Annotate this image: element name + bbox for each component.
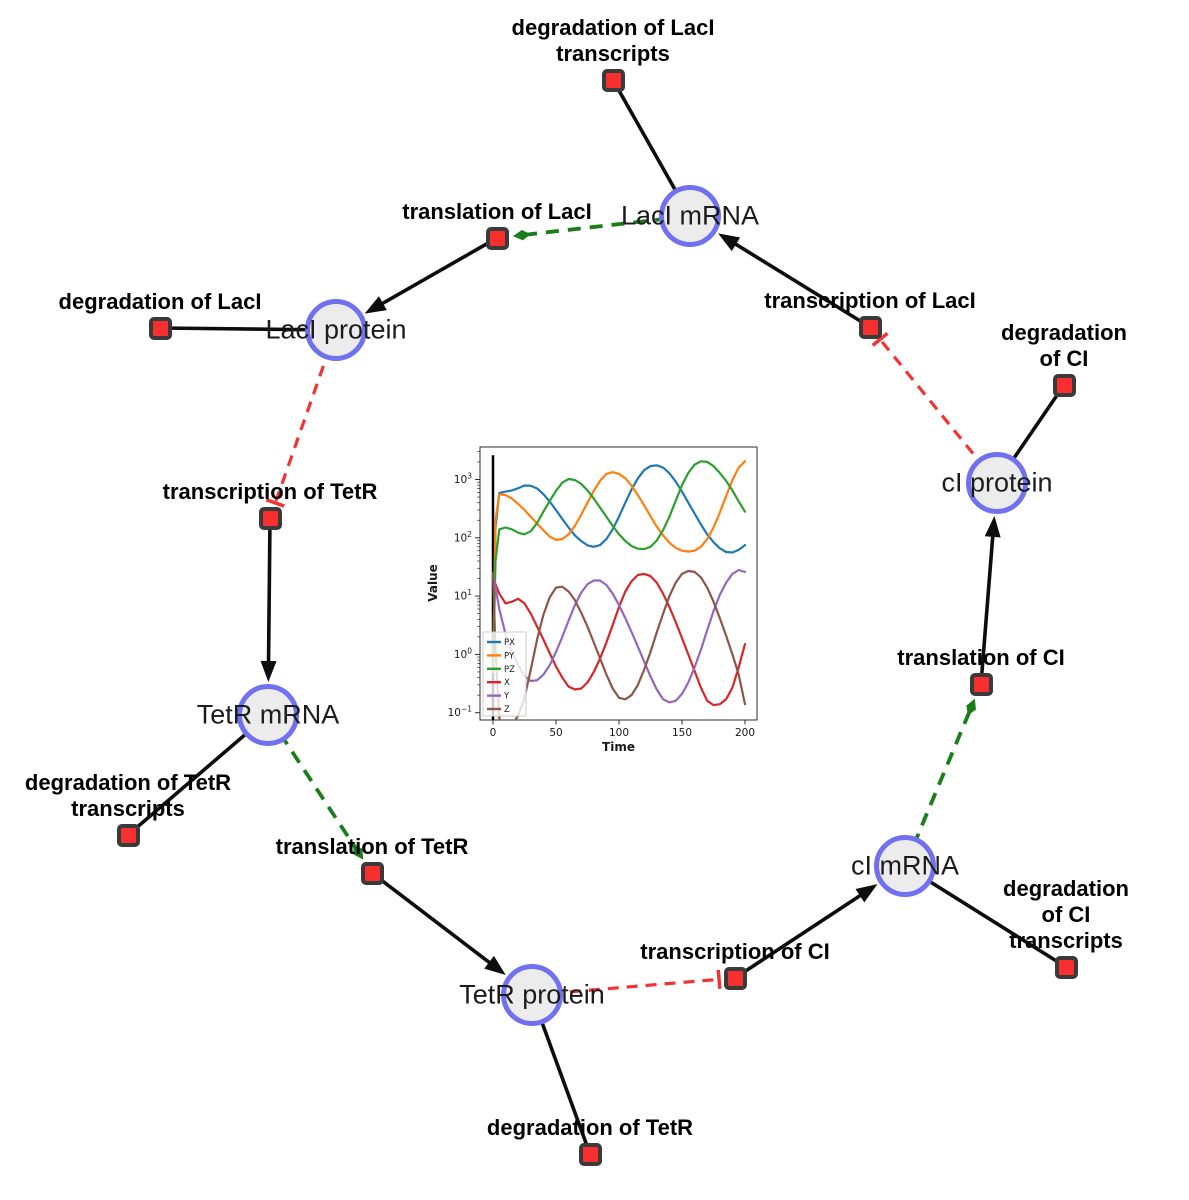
- species-label-laci_protein: LacI protein: [265, 314, 407, 345]
- legend-label-Z: Z: [504, 705, 510, 715]
- reaction-node-transl_tetr[interactable]: [360, 861, 384, 885]
- reaction-node-deg_laci[interactable]: [148, 316, 172, 340]
- series-Z: [491, 569, 747, 720]
- arrowhead: [260, 660, 277, 683]
- activation-arrowhead: [966, 698, 976, 716]
- species-node-laci_mrna[interactable]: [659, 185, 721, 247]
- reaction-label-txn_ci: transcription of CI: [640, 939, 830, 964]
- reaction-label-transl_tetr: translation of TetR: [275, 834, 469, 859]
- y-tick-label: 102: [454, 530, 472, 545]
- series-PZ: [491, 460, 747, 674]
- reaction-node-deg_laci_tx[interactable]: [601, 68, 625, 92]
- reaction-label-txn_laci: transcription of LacI: [764, 288, 976, 313]
- reaction-label-txn_tetr: transcription of TetR: [162, 479, 378, 504]
- edge-txn_laci-laci_mrna: [718, 233, 871, 329]
- species-node-ci_protein[interactable]: [966, 452, 1028, 514]
- plot-ticks: 0 50 100 150 200 10−1 100 101 102 103: [448, 451, 755, 739]
- x-tick-label: 100: [609, 727, 629, 739]
- series-PY: [491, 460, 747, 674]
- species-label-tetr_mrna: TetR mRNA: [196, 699, 340, 730]
- edge-ci_mrna-deg_ci_tx: [904, 864, 1067, 969]
- arrowhead: [484, 955, 506, 975]
- x-axis-title: Time: [602, 740, 635, 754]
- species-node-laci_protein[interactable]: [305, 299, 367, 361]
- reaction-label-deg_tetr_tx: degradation of TetR transcripts: [24, 770, 232, 821]
- reaction-node-transl_ci[interactable]: [969, 672, 993, 696]
- reaction-node-deg_ci_tx[interactable]: [1054, 955, 1078, 979]
- species-label-ci_protein: cI protein: [941, 467, 1053, 498]
- y-tick-label: 103: [454, 472, 472, 487]
- inhibition-tee: [871, 332, 889, 347]
- reaction-node-txn_ci[interactable]: [723, 966, 747, 990]
- species-node-ci_mrna[interactable]: [874, 835, 936, 897]
- inhibition-tee: [265, 498, 285, 508]
- legend-label-PZ: PZ: [504, 665, 515, 675]
- y-tick-label: 101: [454, 588, 472, 603]
- x-tick-label: 150: [672, 727, 692, 739]
- species-label-tetr_protein: TetR protein: [459, 979, 605, 1010]
- legend-label-PY: PY: [504, 651, 515, 661]
- edge-txn_tetr-tetr_mrna: [260, 517, 277, 683]
- reaction-label-deg_ci: degradation of CI: [1001, 320, 1127, 371]
- x-tick-label: 50: [549, 727, 562, 739]
- activation-arrowhead: [512, 229, 531, 241]
- plot-legend: PX PY PZ XYZ: [482, 631, 527, 717]
- reaction-node-txn_laci[interactable]: [858, 315, 882, 339]
- reaction-label-deg_laci_tx: degradation of LacI transcripts: [511, 15, 715, 66]
- reaction-node-deg_tetr[interactable]: [578, 1142, 602, 1166]
- reaction-node-deg_ci[interactable]: [1052, 373, 1076, 397]
- edge-txn_ci-ci_mrna: [734, 884, 878, 980]
- reaction-label-deg_laci: degradation of LacI: [58, 289, 262, 314]
- reaction-node-deg_tetr_tx[interactable]: [116, 823, 140, 847]
- y-axis-title: Value: [426, 564, 440, 602]
- series-X: [491, 572, 747, 707]
- x-tick-label: 0: [490, 727, 497, 739]
- reaction-label-deg_tetr: degradation of TetR: [486, 1115, 694, 1140]
- y-tick-label: 100: [454, 646, 472, 661]
- reaction-label-transl_laci: translation of LacI: [402, 199, 592, 224]
- edge-ci_protein-txn_laci: [871, 332, 999, 485]
- reaction-node-txn_tetr[interactable]: [258, 506, 282, 530]
- legend-label-Y: Y: [503, 692, 510, 702]
- legend-label-PX: PX: [504, 638, 515, 648]
- x-tick-label: 200: [735, 727, 755, 739]
- arrowhead: [718, 233, 741, 252]
- edge-transl_tetr-tetr_protein: [370, 871, 506, 975]
- plot-series-group: [491, 455, 747, 720]
- legend-label-X: X: [504, 678, 510, 688]
- arrowhead: [855, 884, 878, 903]
- series-Y: [491, 568, 747, 704]
- species-label-ci_mrna: cI mRNA: [851, 850, 959, 881]
- activation-arrowhead: [353, 844, 364, 860]
- reaction-label-transl_ci: translation of CI: [897, 645, 1065, 670]
- arrowhead: [364, 296, 387, 314]
- reaction-label-deg_ci_tx: degradation of CI transcripts: [1003, 876, 1129, 953]
- species-node-tetr_protein[interactable]: [501, 964, 563, 1026]
- species-label-laci_mrna: LacI mRNA: [620, 200, 760, 231]
- series-PX: [491, 464, 747, 674]
- timecourse-plot: 0 50 100 150 20010−1100101102103TimeValuePXP…: [426, 446, 758, 754]
- edge-transl_laci-laci_protein: [364, 236, 498, 314]
- edge-transl_ci-ci_protein: [979, 515, 1001, 685]
- edge-tetr_protein-txn_ci: [531, 969, 722, 997]
- y-tick-label: 10−1: [448, 705, 473, 720]
- reaction-node-transl_laci[interactable]: [485, 226, 509, 250]
- edge-laci_protein-txn_tetr: [265, 329, 338, 508]
- species-node-tetr_mrna[interactable]: [237, 684, 299, 746]
- inhibition-tee: [716, 969, 722, 989]
- arrowhead: [984, 515, 1001, 538]
